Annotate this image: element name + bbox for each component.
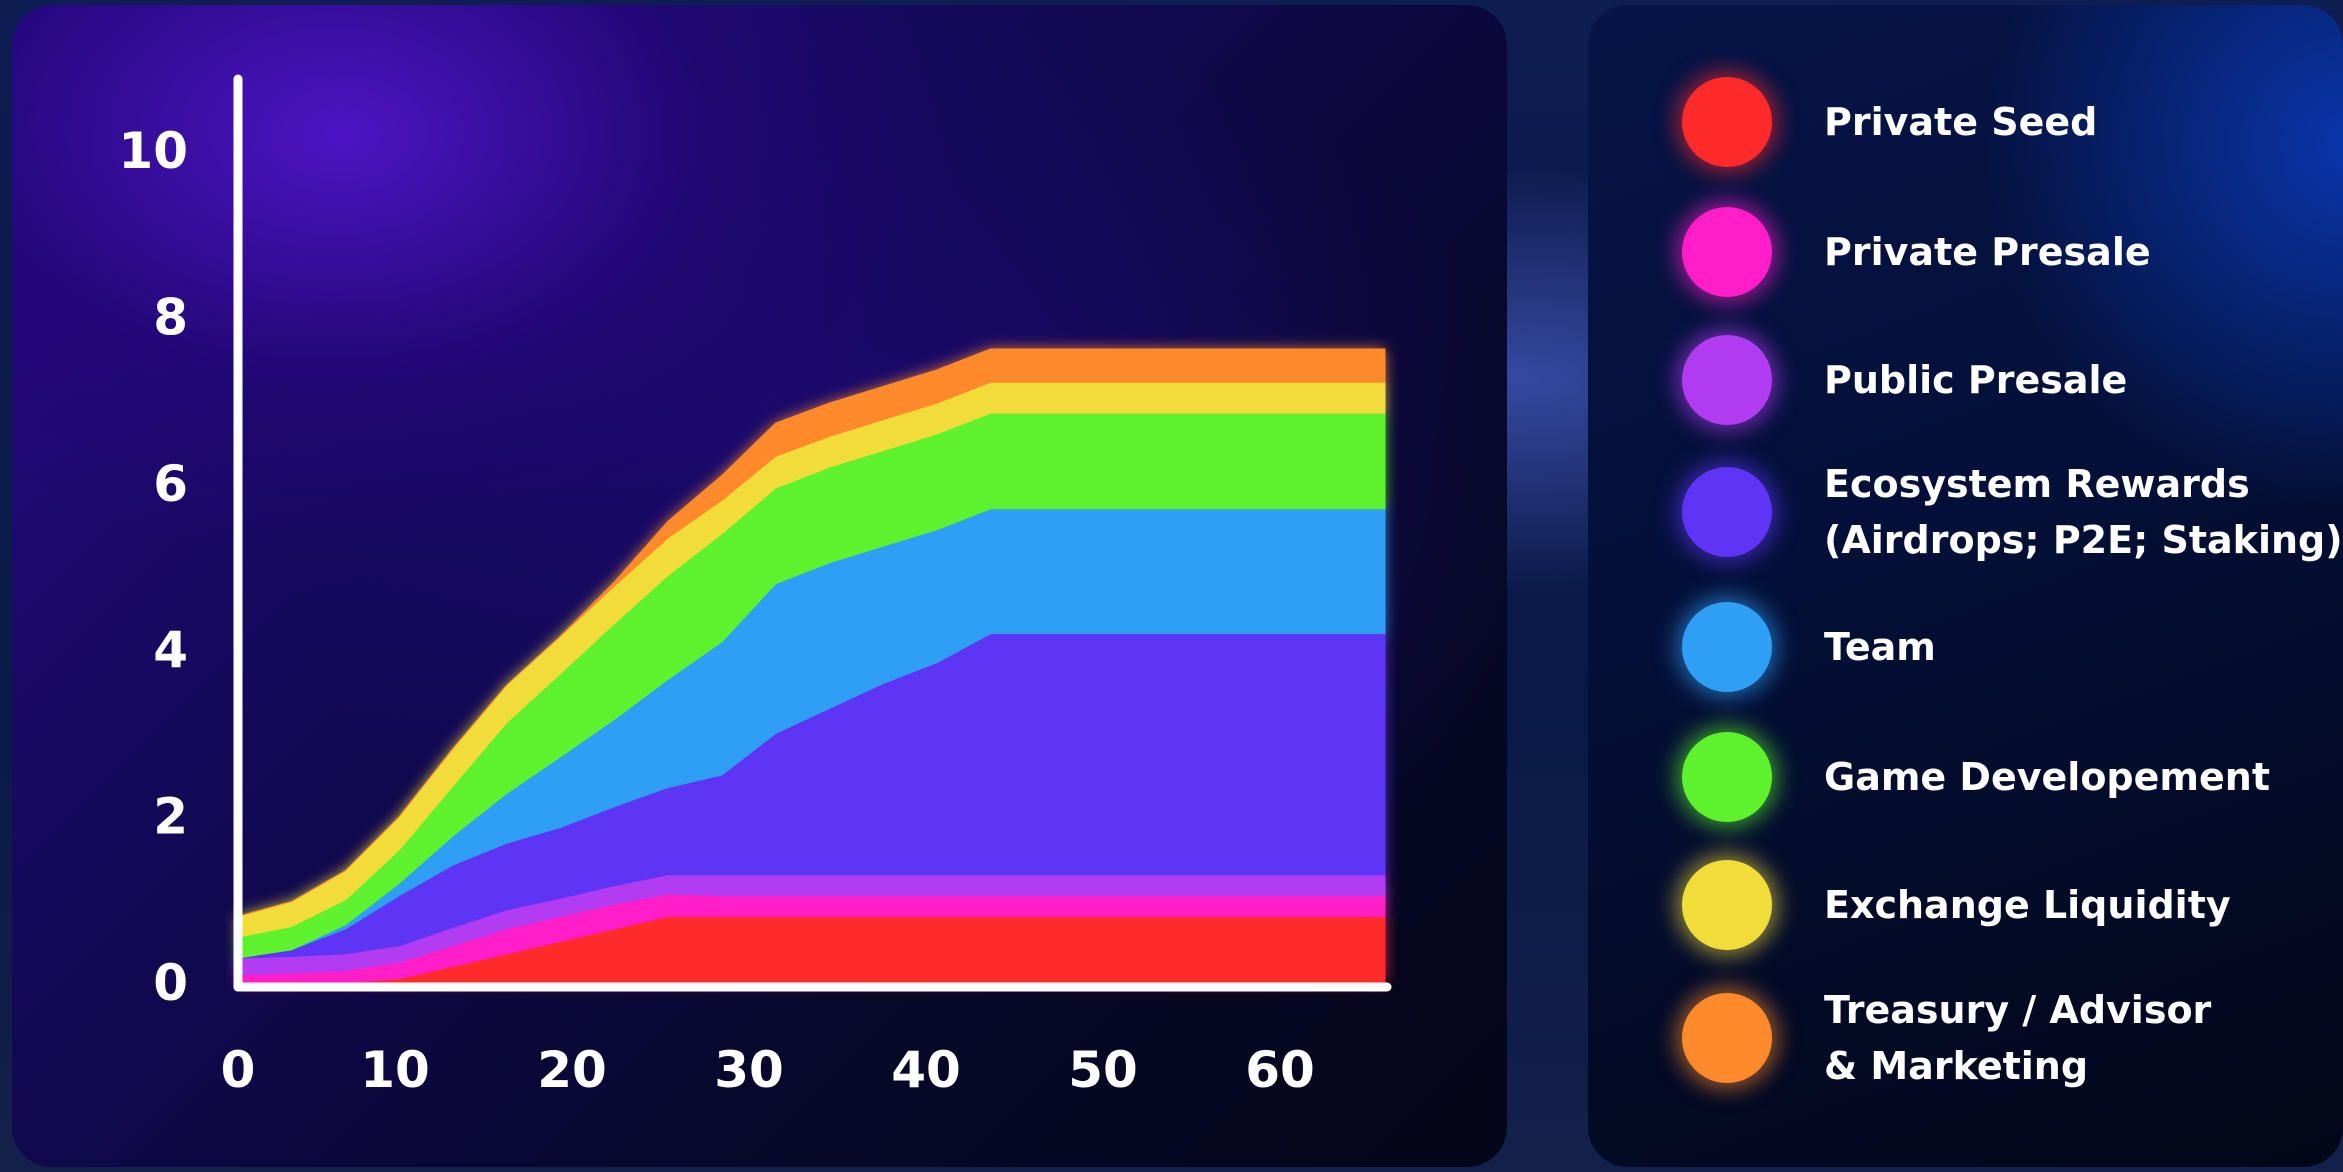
legend-label-line: Game Developement — [1824, 755, 2270, 799]
chart-panel: 0 2 4 6 8 10 0 10 20 30 40 50 60 — [12, 5, 1507, 1167]
y-tick-label: 8 — [153, 288, 188, 346]
legend-label-line: Treasury / Advisor — [1824, 988, 2212, 1032]
legend-label-line: Public Presale — [1824, 358, 2128, 402]
y-tick-label: 0 — [153, 954, 188, 1012]
legend-panel: Private Seed Private Presale Public Presal… — [1588, 5, 2343, 1167]
x-tick-label: 10 — [360, 1041, 430, 1099]
legend-swatch — [1682, 732, 1772, 822]
x-tick-label: 60 — [1245, 1041, 1315, 1099]
legend-swatch — [1682, 860, 1772, 950]
legend-label: Private Presale — [1824, 224, 2151, 280]
x-tick-label: 30 — [714, 1041, 784, 1099]
legend-swatch — [1682, 602, 1772, 692]
legend-label-line: Private Presale — [1824, 230, 2151, 274]
legend-label-line: & Marketing — [1824, 1044, 2089, 1088]
y-tick-label: 4 — [153, 621, 188, 679]
area-series-group — [237, 348, 1386, 984]
stacked-area-chart: 0 2 4 6 8 10 0 10 20 30 40 50 60 — [118, 74, 1392, 1099]
x-tick-label: 40 — [891, 1041, 961, 1099]
x-tick-label: 0 — [221, 1041, 256, 1099]
legend-label-line: Private Seed — [1824, 100, 2098, 144]
axes — [233, 74, 1392, 992]
legend-swatch — [1682, 993, 1772, 1083]
tick-labels: 0 2 4 6 8 10 0 10 20 30 40 50 60 — [118, 122, 1314, 1099]
legend-label: Game Developement — [1824, 749, 2270, 805]
x-tick-label: 50 — [1068, 1041, 1138, 1099]
x-tick-label: 20 — [537, 1041, 607, 1099]
y-tick-label: 6 — [153, 455, 188, 513]
legend-swatch — [1682, 207, 1772, 297]
legend-label-line: Exchange Liquidity — [1824, 883, 2231, 927]
y-tick-label: 10 — [118, 122, 188, 180]
legend-label-line: Team — [1824, 625, 1936, 669]
legend-swatch — [1682, 467, 1772, 557]
legend-label: Private Seed — [1824, 94, 2097, 150]
y-tick-label: 2 — [153, 788, 188, 846]
legend-label: Treasury / Advisor & Marketing — [1824, 982, 2211, 1094]
legend-label: Public Presale — [1824, 352, 2127, 408]
legend-label: Team — [1824, 619, 1936, 675]
series-area-treasury-advisor — [237, 348, 1386, 917]
legend-label-line: (Airdrops; P2E; Staking) — [1824, 518, 2343, 562]
legend-label: Ecosystem Rewards (Airdrops; P2E; Staking… — [1824, 456, 2343, 568]
legend-label-line: Ecosystem Rewards — [1824, 462, 2250, 506]
legend-swatch — [1682, 77, 1772, 167]
legend-label: Exchange Liquidity — [1824, 877, 2231, 933]
legend-swatch — [1682, 335, 1772, 425]
